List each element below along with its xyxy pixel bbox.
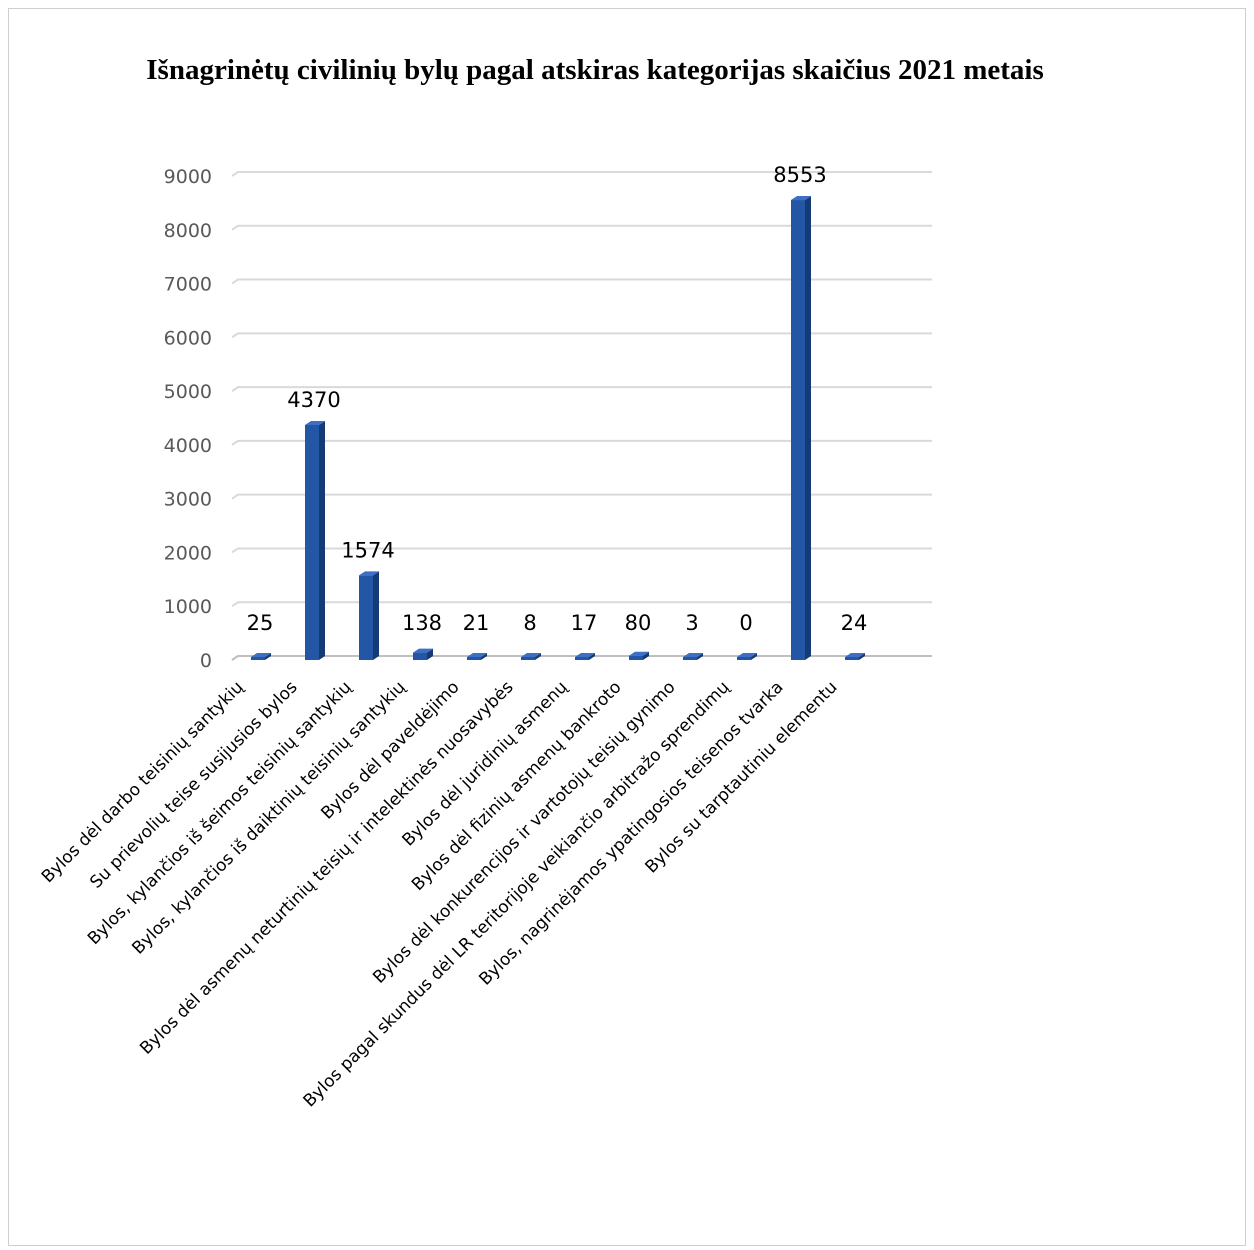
gridline bbox=[231, 224, 932, 231]
bar-top bbox=[467, 653, 487, 657]
bar-front bbox=[359, 575, 373, 660]
bar-front bbox=[683, 657, 697, 660]
bar-side bbox=[481, 653, 487, 660]
bar bbox=[251, 653, 271, 660]
bar-side bbox=[751, 653, 757, 660]
bar-front bbox=[413, 652, 427, 660]
data-label: 138 bbox=[402, 611, 442, 635]
data-label: 21 bbox=[463, 611, 490, 635]
gridline bbox=[231, 171, 932, 177]
bar-top bbox=[737, 653, 757, 657]
y-tick-label: 2000 bbox=[164, 542, 212, 564]
bar-side bbox=[373, 571, 379, 660]
bar bbox=[791, 196, 811, 660]
bar-top bbox=[521, 653, 541, 657]
y-tick-label: 5000 bbox=[164, 381, 212, 403]
bar-top bbox=[845, 653, 865, 657]
bar bbox=[683, 653, 703, 660]
chart-title: Išnagrinėtų civilinių bylų pagal atskira… bbox=[146, 54, 1044, 86]
bar-top bbox=[791, 196, 811, 201]
bar bbox=[521, 653, 541, 660]
bar-front bbox=[575, 657, 589, 660]
x-category-label: Su prievolių teise susijusios bylos bbox=[86, 677, 301, 892]
data-label: 4370 bbox=[287, 388, 340, 412]
bar bbox=[305, 420, 325, 660]
bar bbox=[629, 651, 649, 660]
gridlines bbox=[231, 171, 932, 661]
bar-front bbox=[737, 657, 751, 660]
bar-side bbox=[589, 653, 595, 660]
data-label: 0 bbox=[739, 611, 752, 635]
y-tick-label: 4000 bbox=[164, 435, 212, 457]
gridline bbox=[231, 386, 932, 392]
bar-top bbox=[251, 653, 271, 657]
data-labels: 25 4370 1574 138 21 8 17 80 3 0 8553 24 bbox=[247, 163, 868, 635]
bar-top bbox=[575, 653, 595, 657]
y-tick-label: 6000 bbox=[164, 327, 212, 349]
data-label: 1574 bbox=[341, 538, 394, 562]
bar-top bbox=[359, 571, 379, 576]
bar-side bbox=[427, 648, 433, 660]
x-category-label: Bylos su tarptautiniu elementu bbox=[642, 677, 842, 877]
y-tick-label: 7000 bbox=[164, 274, 212, 296]
bar-front bbox=[521, 657, 535, 660]
data-label: 80 bbox=[625, 611, 652, 635]
data-label: 17 bbox=[571, 611, 598, 635]
bar bbox=[413, 648, 433, 660]
bar-front bbox=[791, 200, 805, 660]
bar-front bbox=[845, 657, 859, 660]
bar-top bbox=[413, 648, 433, 653]
y-axis-ticks: 0 1000 2000 3000 4000 5000 6000 7000 8000 9000 bbox=[164, 166, 212, 672]
bar-side bbox=[319, 420, 325, 660]
gridline bbox=[231, 601, 932, 608]
y-tick-label: 8000 bbox=[164, 220, 212, 242]
bar bbox=[737, 653, 757, 660]
data-label: 24 bbox=[841, 611, 868, 635]
bar bbox=[845, 653, 865, 660]
bar-front bbox=[467, 657, 481, 660]
bar-side bbox=[265, 653, 271, 660]
gridline bbox=[231, 493, 932, 500]
bar-top bbox=[683, 653, 703, 657]
bar-side bbox=[805, 196, 811, 660]
bar-side bbox=[535, 653, 541, 660]
y-tick-label: 1000 bbox=[164, 596, 212, 618]
bar-front bbox=[305, 424, 319, 660]
bar-front bbox=[251, 657, 265, 660]
y-tick-label: 9000 bbox=[164, 166, 212, 188]
y-tick-label: 3000 bbox=[164, 489, 212, 511]
bars bbox=[251, 196, 865, 660]
bar-front bbox=[629, 655, 643, 660]
gridline bbox=[231, 278, 932, 285]
bar bbox=[359, 571, 379, 660]
bar-side bbox=[697, 653, 703, 660]
bar-side bbox=[643, 651, 649, 660]
data-label: 8553 bbox=[773, 163, 826, 187]
gridline bbox=[231, 439, 932, 446]
chart-frame bbox=[8, 8, 1246, 1246]
gridline bbox=[231, 332, 932, 339]
bar bbox=[575, 653, 595, 660]
data-label: 25 bbox=[247, 611, 274, 635]
y-tick-label: 0 bbox=[200, 650, 212, 672]
gridline bbox=[231, 547, 932, 554]
data-label: 8 bbox=[523, 611, 536, 635]
bar-top bbox=[305, 420, 325, 425]
data-label: 3 bbox=[685, 611, 698, 635]
bar bbox=[467, 653, 487, 660]
bar-side bbox=[859, 653, 865, 660]
bar-top bbox=[629, 651, 649, 656]
